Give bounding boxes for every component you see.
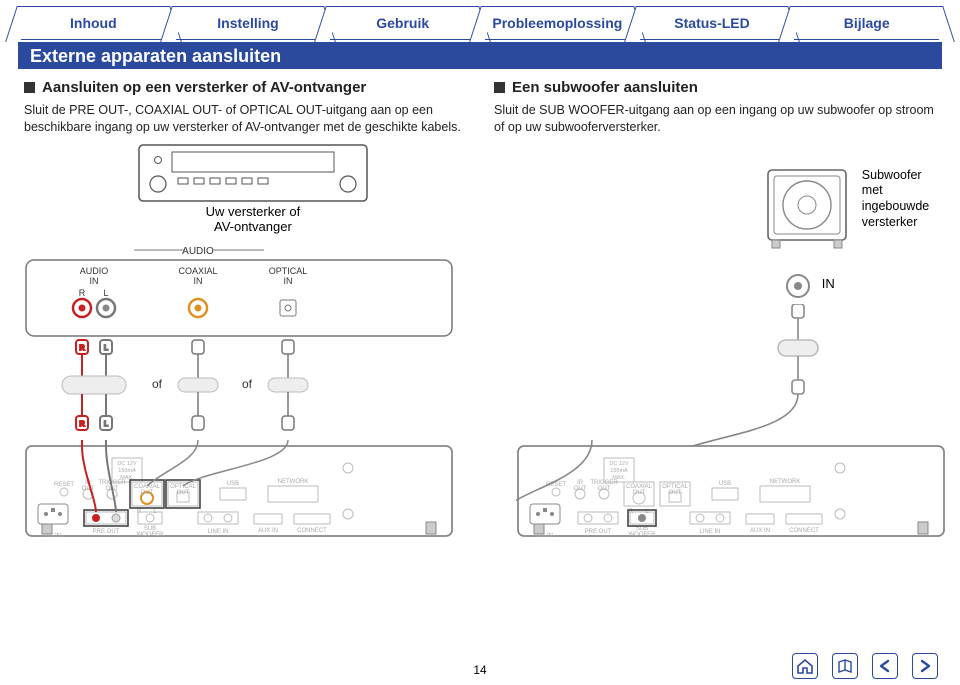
svg-text:OUT: OUT	[668, 490, 681, 496]
svg-text:DC 12V: DC 12V	[117, 461, 137, 467]
text-columns: Aansluiten op een versterker of AV-ontva…	[24, 79, 936, 136]
column-right: Een subwoofer aansluiten Sluit de SUB WO…	[494, 79, 936, 136]
svg-text:AC IN: AC IN	[537, 533, 553, 539]
svg-text:PRE OUT: PRE OUT	[584, 529, 611, 535]
home-icon[interactable]	[792, 653, 818, 679]
tab-instelling[interactable]: Instelling	[173, 6, 324, 40]
svg-text:COAXIAL: COAXIAL	[178, 266, 217, 276]
svg-text:L: L	[104, 421, 108, 428]
diagram-subwoofer: Subwoofer met ingebouwde versterker IN	[522, 144, 936, 554]
svg-text:150mA: 150mA	[610, 468, 628, 474]
amp-title: Uw versterker of AV-ontvanger	[24, 204, 482, 234]
diagram-amp: Uw versterker of AV-ontvanger AUDIO AUDI…	[24, 144, 482, 554]
svg-text:OUT: OUT	[597, 486, 610, 492]
cables-icon: R L of of R	[24, 336, 454, 436]
svg-text:AUDIO: AUDIO	[182, 246, 214, 257]
svg-text:L: L	[104, 345, 108, 352]
svg-text:R: R	[79, 421, 84, 428]
heading-right: Een subwoofer aansluiten	[494, 79, 936, 96]
svg-text:USB: USB	[227, 481, 239, 487]
subwoofer-label: Subwoofer met ingebouwde versterker	[862, 168, 929, 231]
svg-text:L: L	[103, 288, 108, 298]
amp-back-panel-icon: AUDIO AUDIO IN R L COAXIAL IN OPTICAL IN	[24, 242, 454, 338]
svg-text:R: R	[79, 345, 84, 352]
svg-text:IN: IN	[90, 276, 99, 286]
diagram-row: Uw versterker of AV-ontvanger AUDIO AUDI…	[24, 144, 936, 554]
svg-text:RESET: RESET	[54, 482, 74, 488]
tab-label: Status-LED	[674, 15, 749, 31]
svg-text:NETWORK: NETWORK	[278, 479, 309, 485]
svg-text:IN: IN	[194, 276, 203, 286]
svg-text:WOOFER: WOOFER	[628, 532, 656, 538]
svg-text:AUX IN: AUX IN	[258, 528, 278, 534]
svg-text:of: of	[152, 377, 163, 391]
svg-text:USB: USB	[719, 481, 731, 487]
tab-gebruik[interactable]: Gebruik	[327, 6, 478, 40]
device-back-panel-right-icon: AC IN DC 12V150mAMAX. RESET IROUT TRIGGE…	[516, 440, 946, 548]
sub-in-label: IN	[822, 276, 835, 292]
contents-icon[interactable]	[832, 653, 858, 679]
device-back-panel-icon: AC IN DC 12V150mAMAX. RESET IROUT TRIGGE…	[24, 440, 454, 548]
svg-text:CONNECT: CONNECT	[297, 528, 327, 534]
tab-bijlage[interactable]: Bijlage	[791, 6, 942, 40]
svg-text:R: R	[79, 288, 86, 298]
svg-text:OUT: OUT	[177, 490, 190, 496]
tab-label: Inhoud	[70, 15, 117, 31]
svg-text:WOOFER: WOOFER	[137, 532, 165, 538]
svg-text:AUX IN: AUX IN	[750, 528, 770, 534]
tab-label: Instelling	[217, 15, 278, 31]
svg-text:LINE IN: LINE IN	[699, 529, 720, 535]
column-left: Aansluiten op een versterker of AV-ontva…	[24, 79, 466, 136]
svg-text:PRE OUT: PRE OUT	[93, 529, 120, 535]
tab-inhoud[interactable]: Inhoud	[18, 6, 169, 40]
prev-page-icon[interactable]	[872, 653, 898, 679]
body-left: Sluit de PRE OUT-, COAXIAL OUT- of OPTIC…	[24, 102, 466, 136]
tab-label: Bijlage	[844, 15, 890, 31]
svg-text:LINE IN: LINE IN	[207, 529, 228, 535]
svg-text:OUT: OUT	[141, 490, 154, 496]
svg-text:DC 12V: DC 12V	[609, 461, 629, 467]
svg-text:AUDIO: AUDIO	[80, 266, 109, 276]
tab-label: Gebruik	[376, 15, 429, 31]
svg-text:NETWORK: NETWORK	[769, 479, 800, 485]
av-receiver-front-icon	[138, 144, 368, 202]
svg-text:of: of	[242, 377, 253, 391]
tab-bar: Inhoud Instelling Gebruik Probleemoploss…	[0, 0, 960, 40]
tab-label: Probleemoplossing	[492, 15, 622, 31]
svg-text:OUT: OUT	[573, 486, 586, 492]
tab-statusled[interactable]: Status-LED	[637, 6, 788, 40]
next-page-icon[interactable]	[912, 653, 938, 679]
nav-buttons	[792, 653, 938, 679]
section-title: Externe apparaten aansluiten	[18, 44, 942, 69]
body-right: Sluit de SUB WOOFER-uitgang aan op een i…	[494, 102, 936, 136]
svg-text:IN: IN	[284, 276, 293, 286]
svg-text:OUT: OUT	[82, 486, 95, 492]
svg-text:150mA: 150mA	[118, 468, 136, 474]
svg-text:OPTICAL: OPTICAL	[269, 266, 308, 276]
svg-text:AC IN: AC IN	[45, 533, 61, 539]
tab-probleemoplossing[interactable]: Probleemoplossing	[482, 6, 633, 40]
heading-left: Aansluiten op een versterker of AV-ontva…	[24, 79, 466, 96]
subwoofer-icon	[762, 166, 872, 266]
svg-text:CONNECT: CONNECT	[789, 528, 819, 534]
svg-text:OUT: OUT	[632, 490, 645, 496]
